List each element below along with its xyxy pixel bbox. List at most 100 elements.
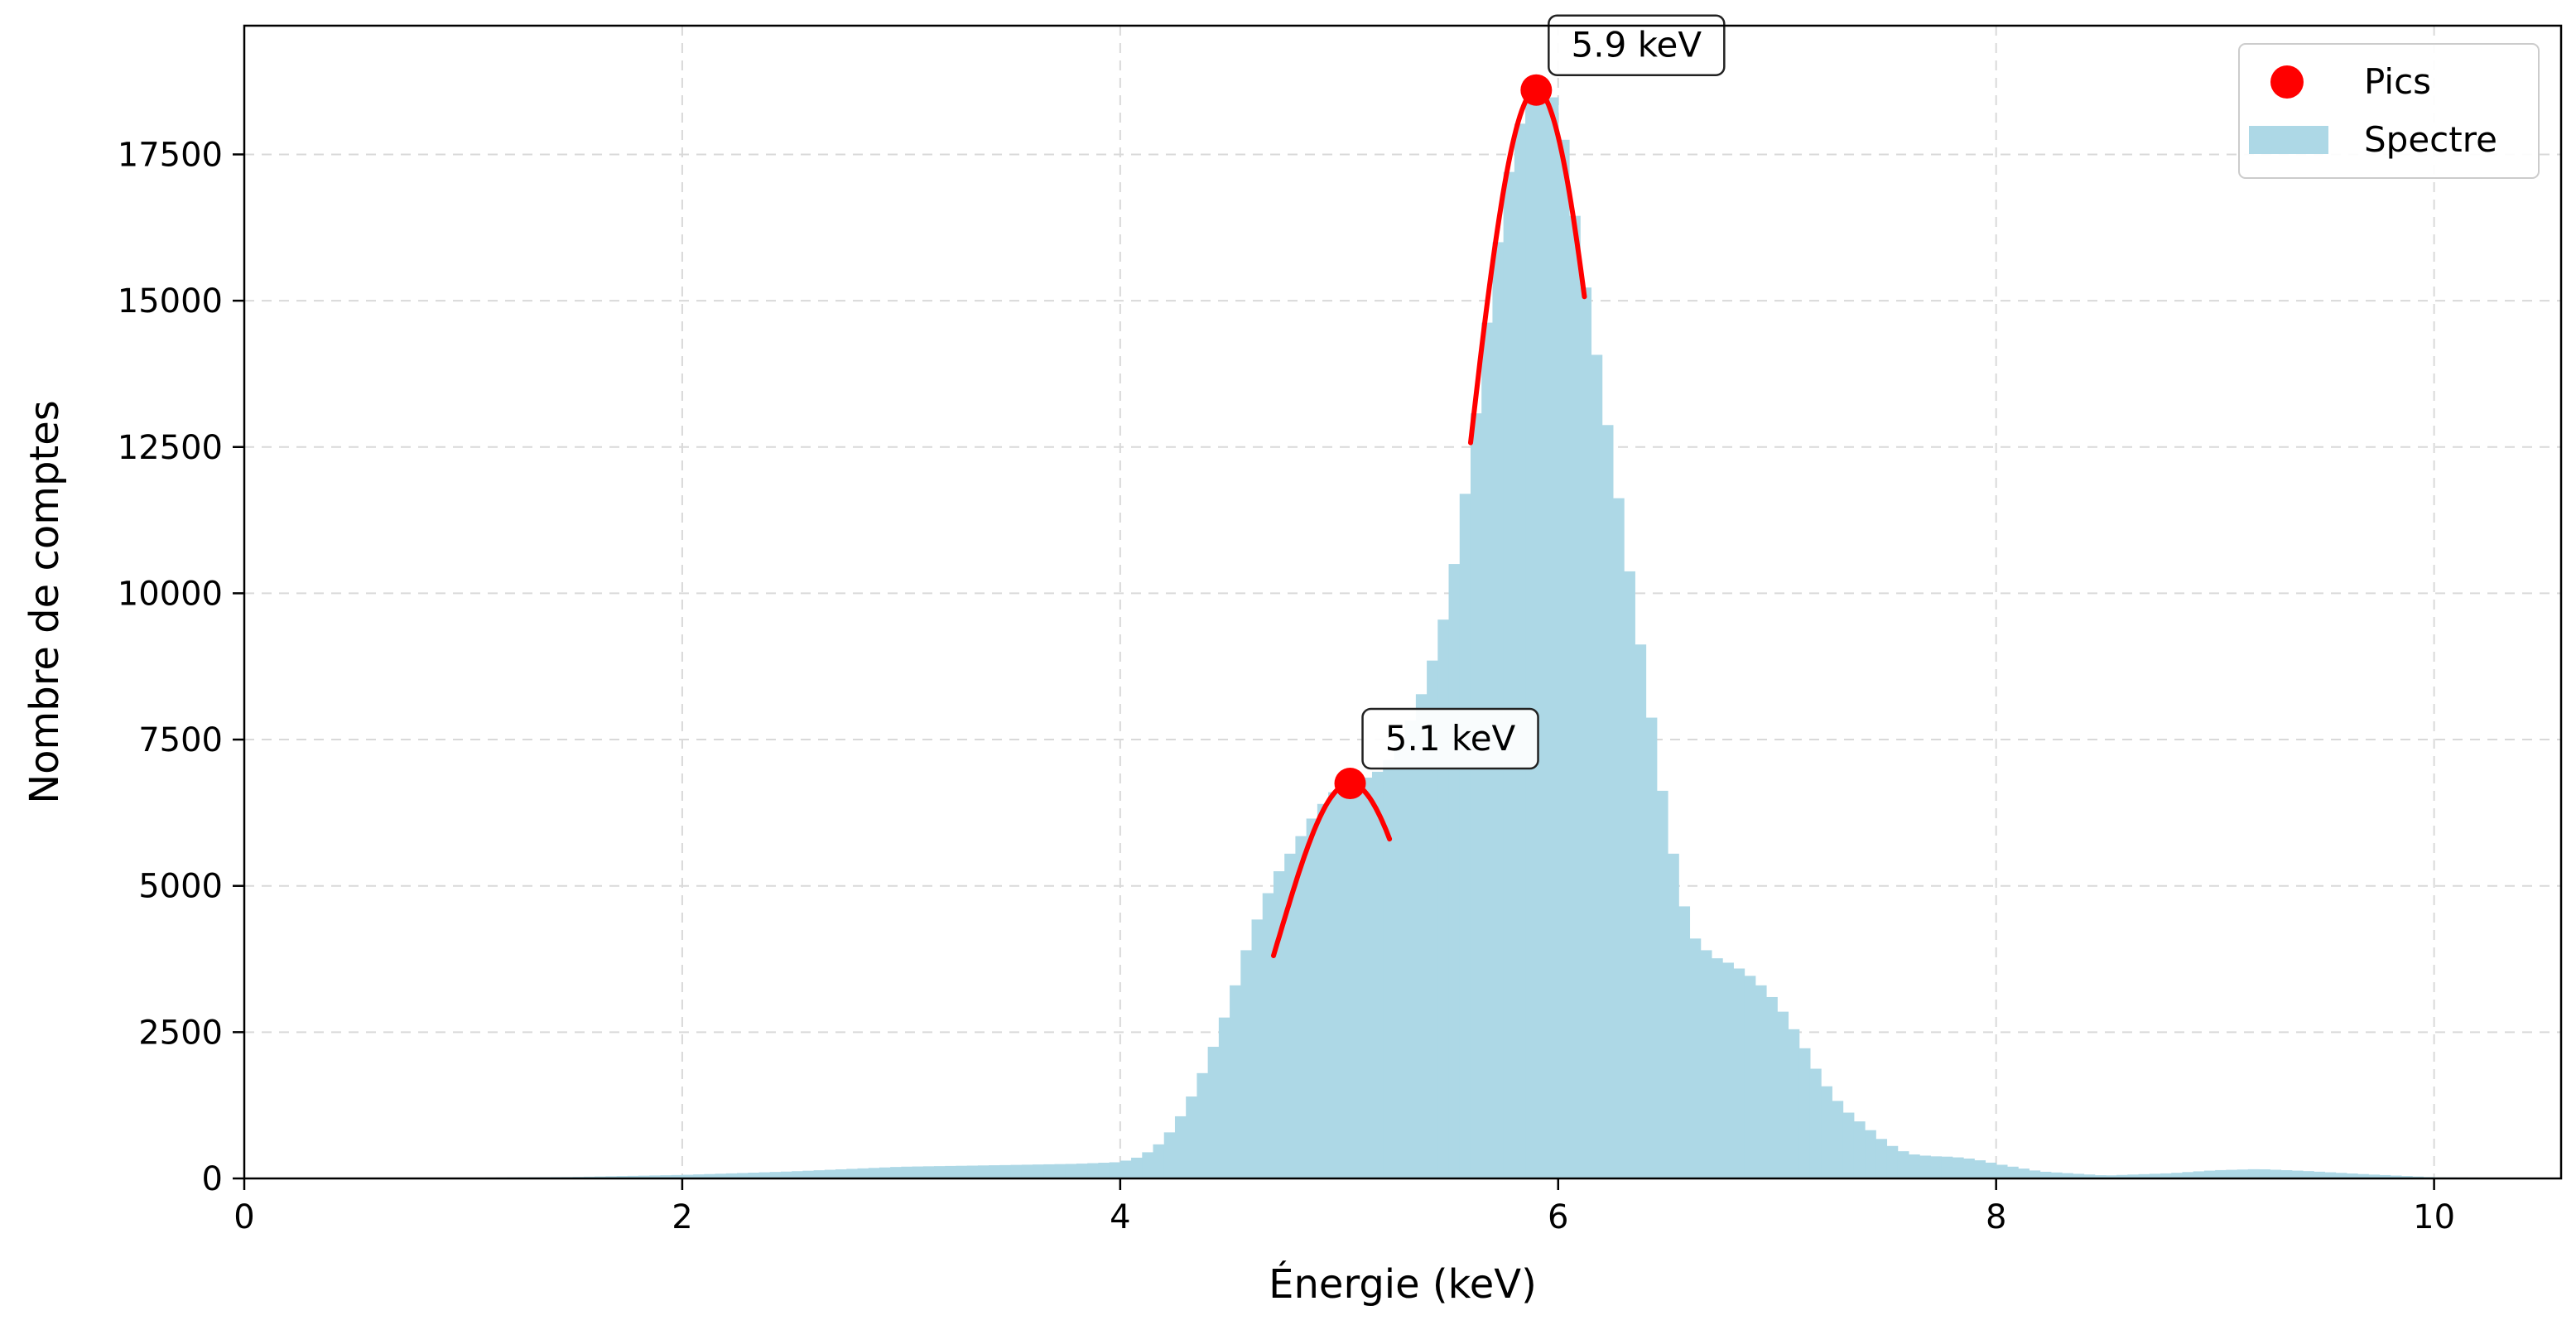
peak-annotation-box	[1361, 707, 1539, 770]
histogram-bar	[1667, 853, 1679, 1178]
histogram-bar	[857, 1168, 869, 1178]
histogram-bar	[1371, 771, 1384, 1178]
y-tick-label: 15000	[118, 282, 223, 320]
fit-curve	[1271, 781, 1393, 958]
histogram-bar	[1536, 88, 1548, 1179]
histogram-bar	[671, 1174, 683, 1178]
histogram-bar	[2390, 1175, 2402, 1178]
histogram-bar	[2160, 1173, 2172, 1178]
histogram-bar	[2062, 1173, 2073, 1178]
histogram-bar	[2171, 1173, 2184, 1178]
histogram-bar	[934, 1166, 946, 1178]
x-tick-label: 10	[2413, 1198, 2455, 1236]
histogram-bar	[1766, 996, 1778, 1178]
histogram-bar	[1755, 985, 1767, 1178]
histogram-bar	[2182, 1172, 2194, 1178]
histogram-bar	[2127, 1174, 2140, 1178]
histogram-bar	[922, 1166, 935, 1178]
histogram-bar	[2203, 1170, 2216, 1178]
histogram-bar	[1930, 1156, 1943, 1178]
peak-marker	[1520, 74, 1553, 106]
histogram-bar	[638, 1175, 650, 1178]
histogram-bar	[1777, 1011, 1789, 1178]
peak-markers	[1334, 74, 1553, 800]
histogram-bar	[813, 1170, 826, 1178]
histogram-bar	[1174, 1116, 1187, 1178]
histogram-bar	[1832, 1101, 1844, 1178]
histogram-bar	[1963, 1158, 1975, 1178]
x-tick-label: 8	[1986, 1198, 2006, 1236]
histogram-bar	[1230, 985, 1241, 1178]
histogram-bar	[2280, 1170, 2293, 1178]
histogram-bar	[1624, 571, 1635, 1178]
histogram-bar	[1142, 1152, 1154, 1178]
histogram-bar	[1448, 564, 1461, 1178]
histogram-bar	[780, 1171, 792, 1178]
histogram-bar	[681, 1174, 694, 1178]
histogram-bar	[1394, 742, 1406, 1178]
histogram-bar	[1186, 1096, 1198, 1178]
histogram-bar	[748, 1173, 760, 1178]
histogram-bar	[912, 1166, 924, 1178]
y-tick-label: 10000	[118, 575, 223, 613]
histogram-bar	[977, 1165, 989, 1178]
histogram-bar	[1809, 1068, 1822, 1178]
histogram-bar	[1788, 1029, 1800, 1178]
histogram-bar	[2357, 1173, 2369, 1178]
histogram-bar	[1306, 818, 1318, 1178]
histogram-bar	[1601, 425, 1614, 1178]
histogram-bar	[1897, 1151, 1909, 1178]
histogram-bar	[1821, 1086, 1832, 1178]
histogram-bar	[1722, 962, 1734, 1178]
histogram-bar	[956, 1165, 968, 1178]
histogram-bar	[1437, 619, 1450, 1178]
histogram-bar	[1262, 893, 1274, 1178]
plot-area: 5.1 keV 5.9 keV	[243, 14, 2563, 1180]
legend-patch-spectre	[2249, 126, 2328, 154]
histogram-bar	[1109, 1162, 1121, 1178]
histogram-bar	[737, 1173, 749, 1178]
histogram-bar	[1612, 498, 1625, 1178]
histogram-bar	[2379, 1174, 2391, 1178]
histogram-bar	[1119, 1160, 1132, 1178]
histogram-bar	[868, 1168, 880, 1178]
histogram-bar	[2050, 1172, 2063, 1178]
peak-annotations: 5.1 keV 5.9 keV	[1361, 14, 1726, 770]
y-tick-label: 7500	[138, 721, 223, 759]
histogram-bar	[2149, 1173, 2161, 1178]
histogram-bar	[1568, 215, 1581, 1179]
histogram-bar	[2094, 1175, 2107, 1178]
histogram-bar	[1919, 1155, 1931, 1178]
histogram-bar	[2138, 1173, 2150, 1178]
histogram-bar	[1317, 803, 1329, 1178]
histogram-bar	[835, 1169, 847, 1178]
histogram-bar	[1952, 1157, 1964, 1178]
legend-label-pics: Pics	[2364, 61, 2431, 102]
histogram-bar	[2324, 1172, 2337, 1178]
histogram-bar	[649, 1175, 662, 1178]
histogram-bar	[1842, 1112, 1855, 1178]
histogram-bar	[1941, 1156, 1953, 1178]
histogram-bar	[1087, 1163, 1099, 1178]
histogram-bar	[1459, 494, 1471, 1178]
histogram-bar	[1383, 759, 1395, 1178]
histogram-bar	[627, 1175, 639, 1178]
histogram-bar	[1689, 938, 1702, 1178]
histogram-bar	[2291, 1170, 2304, 1178]
y-axis-ticks: 0 2500 5000 7500 10000 12500 15000 17500	[118, 136, 244, 1198]
histogram-bar	[1065, 1164, 1077, 1178]
histogram-bar	[769, 1172, 782, 1178]
histogram-bar	[2335, 1173, 2347, 1178]
histogram-bar	[2226, 1169, 2238, 1178]
histogram-bar	[605, 1176, 618, 1178]
histogram-bar	[2006, 1166, 2019, 1178]
histogram-bar	[1350, 782, 1362, 1178]
histogram-bar	[704, 1173, 716, 1178]
histogram-bar	[890, 1167, 902, 1178]
x-tick-label: 4	[1110, 1198, 1130, 1236]
legend-label-spectre: Spectre	[2364, 119, 2497, 160]
histogram-bar	[2193, 1171, 2205, 1178]
histogram-bar	[2314, 1171, 2325, 1178]
histogram-bar	[1558, 139, 1570, 1178]
histogram-bar	[1054, 1164, 1067, 1178]
